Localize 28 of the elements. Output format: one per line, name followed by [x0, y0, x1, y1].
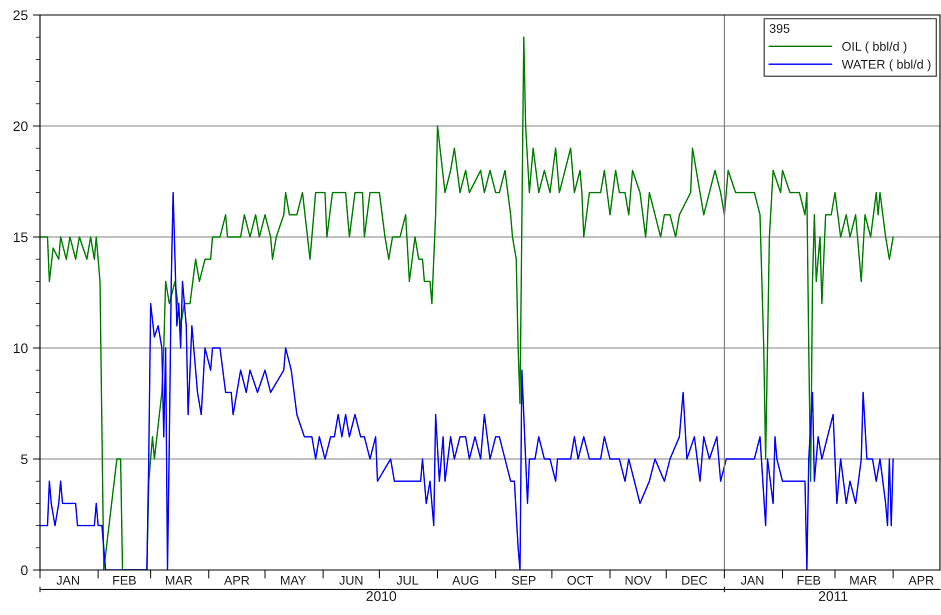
- x-tick-label: FEB: [113, 576, 136, 585]
- x-tick-label: APR: [224, 576, 250, 585]
- x2-tick-label: 2010: [366, 591, 396, 602]
- legend-label: WATER ( bbl/d ): [842, 60, 930, 72]
- y-tick-label: 25: [13, 10, 28, 20]
- y-tick-label: 0: [21, 565, 28, 576]
- x-tick-label: JAN: [740, 576, 764, 585]
- y-tick-label: 5: [21, 454, 28, 464]
- line-series: [40, 192, 894, 570]
- x-tick-label: AUG: [452, 576, 478, 585]
- x-tick-label: MAY: [281, 576, 306, 585]
- x-tick-label: OCT: [567, 576, 593, 585]
- x-tick-label: MAR: [850, 576, 876, 585]
- x-tick-label: JAN: [56, 576, 79, 585]
- x-tick-label: MAR: [166, 576, 192, 585]
- y-tick-label: 15: [14, 232, 28, 242]
- x-tick-label: NOV: [626, 576, 652, 585]
- legend-title: 395: [770, 24, 790, 33]
- x-tick-label: APR: [908, 576, 934, 585]
- x-tick-label: SEP: [512, 576, 536, 585]
- legend-label: OIL ( bbl/d ): [842, 42, 906, 54]
- x-tick-label: DEC: [682, 576, 708, 585]
- x-tick-label: JUN: [339, 576, 362, 585]
- x-tick-label: FEB: [798, 576, 820, 585]
- x-tick-label: JUL: [396, 576, 418, 585]
- y-tick-label: 10: [14, 343, 28, 354]
- x2-tick-label: 2011: [818, 591, 848, 602]
- y-tick-label: 20: [13, 121, 28, 132]
